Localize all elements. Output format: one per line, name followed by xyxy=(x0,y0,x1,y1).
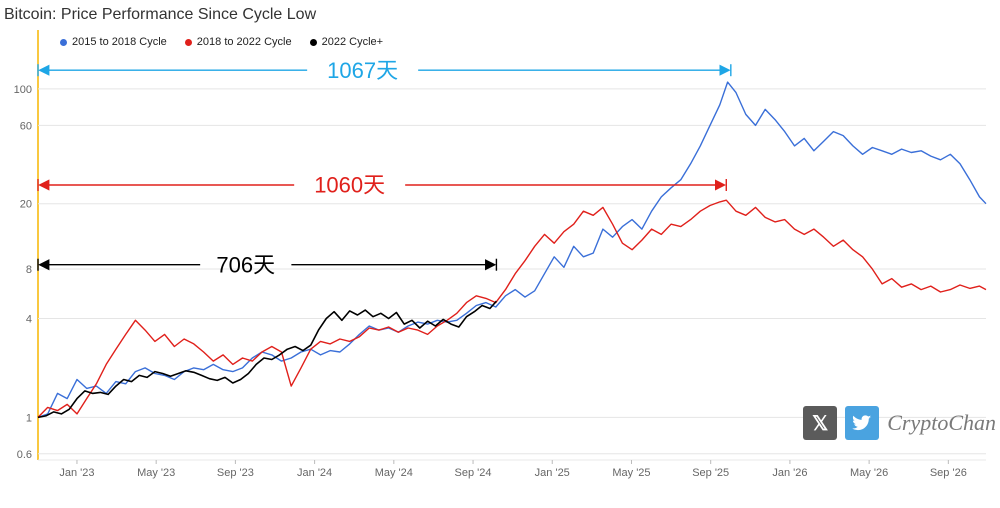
y-tick-label: 60 xyxy=(20,120,32,132)
x-icon: 𝕏 xyxy=(803,406,837,440)
x-tick-label: Sep '25 xyxy=(692,467,729,479)
legend-label: 2018 to 2022 Cycle xyxy=(197,36,292,48)
footer-watermark: 𝕏 CryptoChan xyxy=(803,406,996,440)
legend-item: 2022 Cycle+ xyxy=(310,36,383,48)
legend-item: 2015 to 2018 Cycle xyxy=(60,36,167,48)
y-tick-label: 8 xyxy=(26,264,32,276)
brand-label: CryptoChan xyxy=(887,410,996,436)
x-tick-label: Jan '25 xyxy=(535,467,570,479)
chart-title: Bitcoin: Price Performance Since Cycle L… xyxy=(4,6,316,24)
annotation-label: 1060天 xyxy=(314,173,385,198)
x-tick-label: May '24 xyxy=(375,467,413,479)
series-line xyxy=(38,82,986,417)
x-tick-label: Jan '26 xyxy=(772,467,807,479)
y-tick-label: 20 xyxy=(20,199,32,211)
legend-item: 2018 to 2022 Cycle xyxy=(185,36,292,48)
annotation-label: 1067天 xyxy=(327,58,398,83)
legend-label: 2022 Cycle+ xyxy=(322,36,383,48)
y-tick-label: 4 xyxy=(26,313,32,325)
annotation-label: 706天 xyxy=(216,252,275,277)
x-tick-label: Jan '23 xyxy=(59,467,94,479)
x-tick-label: Sep '24 xyxy=(455,467,492,479)
x-tick-label: May '25 xyxy=(612,467,650,479)
x-tick-label: Sep '23 xyxy=(217,467,254,479)
twitter-icon xyxy=(845,406,879,440)
x-tick-label: Sep '26 xyxy=(930,467,967,479)
legend-dot xyxy=(185,39,192,46)
legend-dot xyxy=(310,39,317,46)
legend-label: 2015 to 2018 Cycle xyxy=(72,36,167,48)
x-tick-label: May '23 xyxy=(137,467,175,479)
legend-dot xyxy=(60,39,67,46)
y-tick-label: 100 xyxy=(14,84,32,96)
x-tick-label: May '26 xyxy=(850,467,888,479)
series-line xyxy=(38,200,986,417)
y-tick-label: 1 xyxy=(26,412,32,424)
y-tick-label: 0.6 xyxy=(17,449,32,461)
x-tick-label: Jan '24 xyxy=(297,467,332,479)
legend: 2015 to 2018 Cycle 2018 to 2022 Cycle 2022… xyxy=(60,36,401,48)
